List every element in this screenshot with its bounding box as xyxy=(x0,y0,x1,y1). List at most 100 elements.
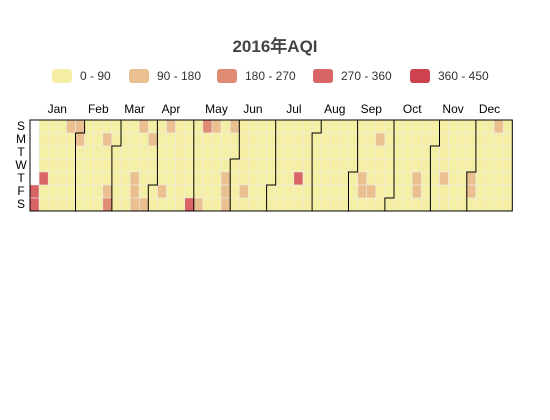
day-cell xyxy=(138,184,149,199)
month-boundary xyxy=(147,120,158,211)
day-cell xyxy=(211,197,222,212)
day-cell xyxy=(448,197,458,212)
day-cell xyxy=(339,158,349,173)
day-cell xyxy=(138,132,149,147)
day-cell xyxy=(375,184,386,199)
day-cell xyxy=(466,145,477,160)
day-cell xyxy=(38,171,49,186)
day-cell xyxy=(311,171,322,186)
day-cell xyxy=(421,171,431,186)
legend-swatch xyxy=(217,69,237,83)
day-cell xyxy=(138,119,149,134)
day-cell xyxy=(275,197,286,212)
day-cell xyxy=(257,171,267,186)
day-cell xyxy=(339,119,349,134)
day-cell xyxy=(66,184,76,199)
day-cell xyxy=(229,132,240,147)
day-cell xyxy=(402,119,413,134)
day-cell xyxy=(220,119,231,134)
day-cell xyxy=(75,132,85,147)
day-label: S xyxy=(17,197,25,211)
day-cell xyxy=(466,184,477,199)
day-cell xyxy=(166,184,176,199)
day-cell xyxy=(448,132,458,147)
day-cell xyxy=(366,132,377,147)
day-cell xyxy=(129,184,140,199)
day-cell xyxy=(166,119,176,134)
day-cell xyxy=(211,184,222,199)
day-cell xyxy=(47,158,58,173)
day-label: F xyxy=(17,184,24,198)
day-cell xyxy=(102,145,113,160)
day-cell xyxy=(302,158,313,173)
day-cell xyxy=(148,145,158,160)
day-cell xyxy=(348,158,358,173)
day-cell xyxy=(384,171,395,186)
day-cell xyxy=(320,197,331,212)
day-cell xyxy=(430,184,440,199)
day-cell xyxy=(111,158,122,173)
day-cell xyxy=(38,119,49,134)
day-cell xyxy=(475,171,486,186)
day-cell xyxy=(448,145,458,160)
day-cell xyxy=(411,184,422,199)
day-cell xyxy=(266,197,276,212)
day-cell xyxy=(38,145,49,160)
day-cell xyxy=(138,197,149,212)
day-cell xyxy=(102,158,113,173)
day-cell xyxy=(184,158,195,173)
day-cell xyxy=(66,171,76,186)
day-cell xyxy=(129,171,140,186)
day-cell xyxy=(47,145,58,160)
day-cell xyxy=(502,171,513,186)
day-cell xyxy=(148,119,158,134)
month-label: Sep xyxy=(361,102,383,116)
day-cell xyxy=(384,119,395,134)
day-cell xyxy=(484,158,495,173)
day-cell xyxy=(339,132,349,147)
day-cell xyxy=(275,158,286,173)
day-cell xyxy=(129,132,140,147)
day-cell xyxy=(47,132,58,147)
day-cell xyxy=(184,145,195,160)
day-cell xyxy=(311,132,322,147)
day-cell xyxy=(448,158,458,173)
day-cell xyxy=(293,171,304,186)
day-cell xyxy=(38,158,49,173)
day-cell xyxy=(193,158,204,173)
day-cell xyxy=(330,158,340,173)
day-cell xyxy=(357,132,367,147)
day-cell xyxy=(493,197,504,212)
day-cell xyxy=(502,158,513,173)
day-cell xyxy=(330,132,340,147)
day-cell xyxy=(311,158,322,173)
day-cell xyxy=(475,158,486,173)
day-cell xyxy=(411,132,422,147)
day-cell xyxy=(457,184,468,199)
day-cell xyxy=(138,158,149,173)
day-cell xyxy=(430,119,440,134)
day-cell xyxy=(502,119,513,134)
day-cell xyxy=(111,132,122,147)
day-cell xyxy=(102,197,113,212)
day-cell xyxy=(248,184,258,199)
day-cell xyxy=(93,184,104,199)
day-cell xyxy=(375,145,386,160)
day-cell xyxy=(211,171,222,186)
day-cell xyxy=(357,145,367,160)
day-cell xyxy=(57,145,67,160)
month-label: Jan xyxy=(48,102,67,116)
day-label: T xyxy=(17,145,25,159)
day-cell xyxy=(266,132,276,147)
day-cell xyxy=(175,197,185,212)
day-cell xyxy=(193,171,204,186)
day-cell xyxy=(502,132,513,147)
day-cell xyxy=(93,158,104,173)
day-cell xyxy=(266,158,276,173)
day-cell xyxy=(220,158,231,173)
month-boundary xyxy=(384,120,395,211)
day-cell xyxy=(120,184,131,199)
day-cell xyxy=(47,184,58,199)
day-cell xyxy=(66,132,76,147)
